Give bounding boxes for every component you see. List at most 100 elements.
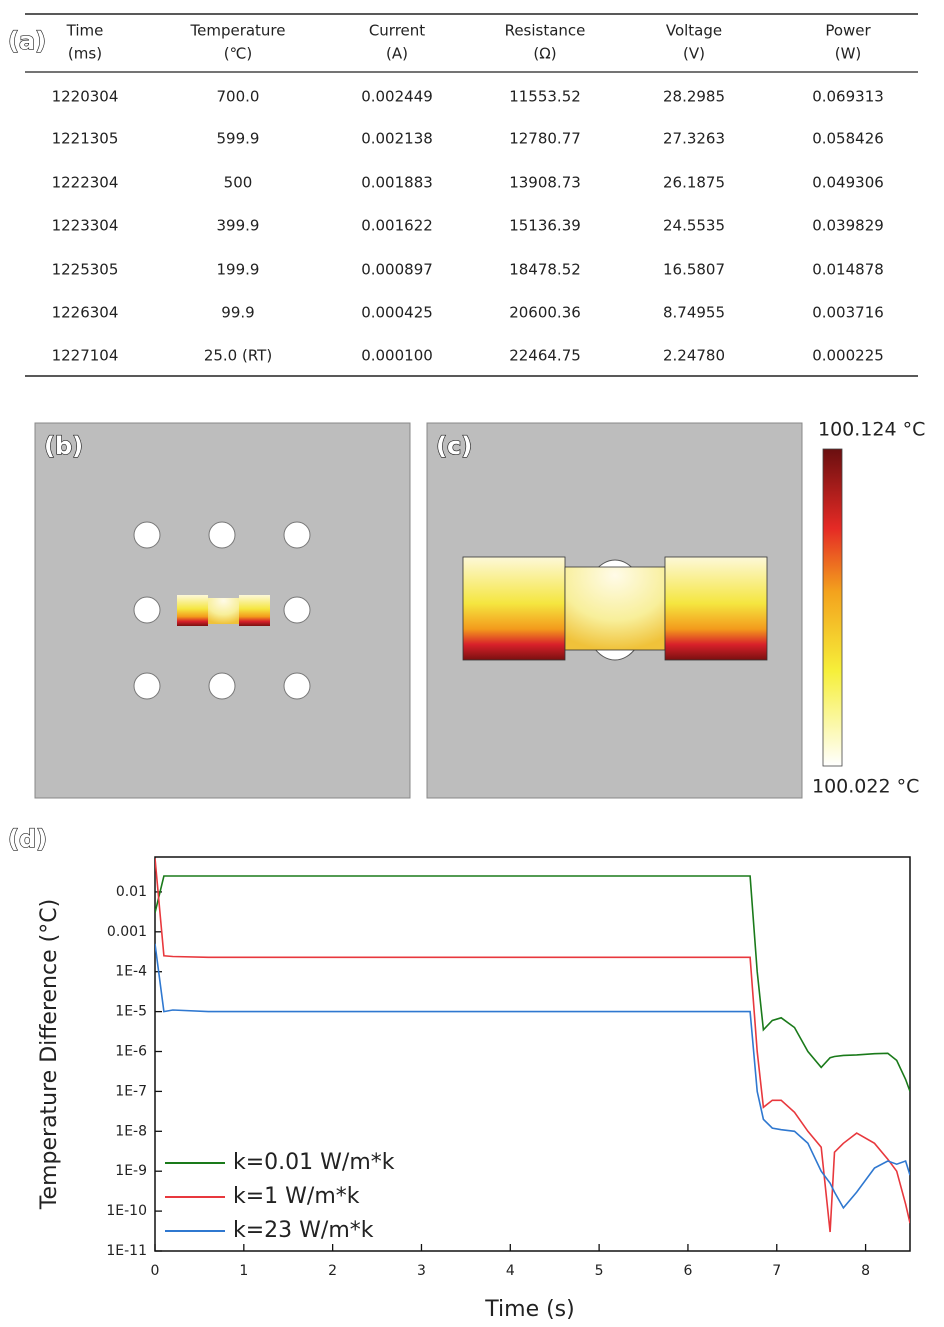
column-header: (℃) [224, 45, 253, 63]
table-cell: 28.2985 [663, 88, 725, 106]
column-header: Power [825, 22, 871, 40]
table-cell: 1227104 [52, 347, 119, 365]
table-cell: 1226304 [52, 304, 119, 322]
table-cell: 12780.77 [509, 130, 581, 148]
table-cell: 18478.52 [509, 261, 581, 279]
panel-c: (c) [427, 423, 802, 798]
table-cell: 11553.52 [509, 88, 581, 106]
x-tick-label: 5 [595, 1263, 604, 1279]
legend-label: k=0.01 W/m*k [233, 1150, 395, 1175]
table-cell: 0.069313 [812, 88, 884, 106]
table-cell: 700.0 [217, 88, 260, 106]
y-tick-label: 1E-10 [106, 1203, 147, 1219]
hole [134, 522, 160, 548]
panel-label: (c) [436, 432, 472, 460]
table-cell: 0.039829 [812, 217, 884, 235]
column-header: (W) [835, 45, 862, 63]
table-cell: 24.5535 [663, 217, 725, 235]
y-tick-label: 0.01 [116, 884, 147, 900]
x-tick-label: 7 [772, 1263, 781, 1279]
table-cell: 25.0 (RT) [204, 347, 272, 365]
sensor [463, 557, 565, 660]
table-cell: 1223304 [52, 217, 119, 235]
sensor [208, 598, 239, 624]
y-tick-label: 1E-7 [115, 1083, 147, 1099]
panel-b: (b) [35, 423, 410, 798]
column-header: (V) [683, 45, 705, 63]
hole [209, 522, 235, 548]
x-tick-label: 6 [683, 1263, 692, 1279]
chart: (d) Time (s) Temperature Difference (°C)… [8, 825, 910, 1322]
table-cell: 27.3263 [663, 130, 725, 148]
table-cell: 20600.36 [509, 304, 581, 322]
x-tick-label: 2 [328, 1263, 337, 1279]
series-line [155, 858, 910, 1232]
sensor [177, 595, 208, 626]
panel-label: (b) [44, 432, 83, 460]
table-cell: 0.014878 [812, 261, 884, 279]
panel-label: (a) [8, 27, 46, 55]
table: (a) Time (ms) Temperature (℃) Current (A) Resi… [8, 14, 918, 376]
hole [284, 597, 310, 623]
hole [134, 597, 160, 623]
x-tick-label: 3 [417, 1263, 426, 1279]
y-tick-label: 1E-9 [115, 1163, 147, 1179]
figure: (a) Time (ms) Temperature (℃) Current (A) Resi… [0, 0, 944, 1327]
colorbar-min: 100.022 °C [812, 776, 919, 798]
column-header: Temperature [189, 22, 285, 40]
table-cell: 13908.73 [509, 174, 581, 192]
table-cell: 2.24780 [663, 347, 725, 365]
table-cell: 0.001883 [361, 174, 433, 192]
column-header: (Ω) [533, 45, 556, 63]
table-cell: 15136.39 [509, 217, 581, 235]
table-cell: 26.1875 [663, 174, 725, 192]
table-cell: 0.002449 [361, 88, 433, 106]
legend-label: k=1 W/m*k [233, 1184, 360, 1209]
column-header: Current [369, 22, 425, 40]
column-header: (A) [386, 45, 408, 63]
column-header: Time [66, 22, 104, 40]
x-axis-title: Time (s) [484, 1297, 574, 1322]
column-header: Voltage [666, 22, 722, 40]
series-line [155, 876, 910, 1091]
column-header: (ms) [68, 45, 102, 63]
table-cell: 22464.75 [509, 347, 581, 365]
table-cell: 0.000897 [361, 261, 433, 279]
x-tick-label: 0 [151, 1263, 160, 1279]
table-cell: 0.000100 [361, 347, 433, 365]
table-cell: 0.001622 [361, 217, 433, 235]
y-tick-label: 1E-4 [115, 964, 147, 980]
table-cell: 399.9 [217, 217, 260, 235]
table-cell: 0.002138 [361, 130, 433, 148]
hole [209, 673, 235, 699]
y-tick-label: 1E-6 [115, 1044, 147, 1060]
colorbar-max: 100.124 °C [818, 419, 925, 441]
panel-label: (d) [8, 825, 47, 853]
table-cell: 1225305 [52, 261, 119, 279]
y-tick-label: 0.001 [107, 924, 147, 940]
x-tick-label: 8 [861, 1263, 870, 1279]
table-cell: 0.058426 [812, 130, 884, 148]
colorbar: 100.124 °C 100.022 °C [812, 419, 925, 798]
y-axis-title: Temperature Difference (°C) [37, 899, 62, 1210]
x-tick-label: 1 [239, 1263, 248, 1279]
hole [134, 673, 160, 699]
sensor [565, 567, 665, 650]
colorbar-scale [823, 449, 842, 766]
table-cell: 0.049306 [812, 174, 884, 192]
table-cell: 0.000425 [361, 304, 433, 322]
table-cell: 8.74955 [663, 304, 725, 322]
table-cell: 0.003716 [812, 304, 884, 322]
legend-label: k=23 W/m*k [233, 1218, 374, 1243]
sensor [665, 557, 767, 660]
table-cell: 16.5807 [663, 261, 725, 279]
table-cell: 599.9 [217, 130, 260, 148]
y-tick-label: 1E-11 [106, 1243, 147, 1259]
y-tick-label: 1E-8 [115, 1123, 147, 1139]
table-cell: 199.9 [217, 261, 260, 279]
table-cell: 500 [224, 174, 253, 192]
x-tick-label: 4 [506, 1263, 515, 1279]
table-cell: 0.000225 [812, 347, 884, 365]
column-header: Resistance [505, 22, 586, 40]
hole [284, 673, 310, 699]
